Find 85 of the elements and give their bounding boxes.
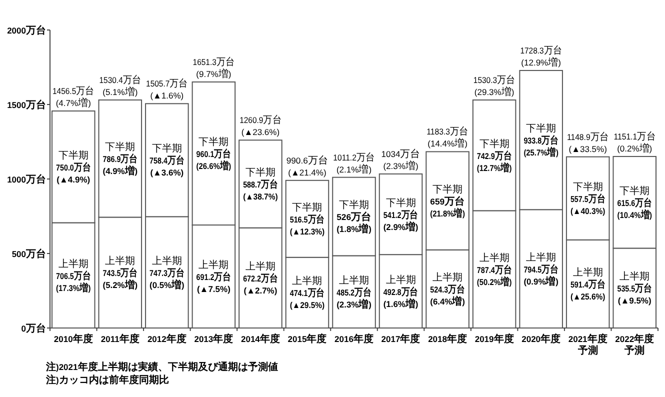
total-label: 1505.7万台 (▲1.6%) bbox=[146, 78, 190, 101]
x-tick-label: 2016年度 bbox=[334, 333, 374, 345]
data-label: 557.5万台 (▲40.3%) bbox=[570, 192, 609, 216]
text: 上半期 bbox=[198, 260, 229, 272]
x-tick-label: 2012年度 bbox=[147, 333, 186, 345]
text: 下半期 bbox=[245, 167, 276, 178]
data-label: 535.5万台 (▲9.5%) bbox=[617, 282, 656, 306]
total-label: 1034万台 (2.3%増) bbox=[381, 148, 420, 172]
data-label: 672.2万台 (▲2.7%) bbox=[243, 272, 281, 296]
y-tick-label: 1500万台 bbox=[7, 99, 46, 111]
data-label: 659万台 (21.8%増) bbox=[430, 195, 466, 220]
x-tick-label: 2014年度 bbox=[241, 333, 280, 345]
data-label: 794.5万台 (0.9%増) bbox=[524, 263, 562, 288]
data-label: 691.2万台 (▲7.5%) bbox=[196, 271, 234, 294]
text: 上半期 bbox=[526, 252, 556, 264]
text: 下半期 bbox=[432, 184, 463, 196]
data-label: 786.9万台 (4.9%増) bbox=[102, 153, 141, 178]
x-tick-label: 2010年度 bbox=[54, 333, 93, 345]
text: 下半期 bbox=[479, 138, 510, 150]
total-label: 1530.3万台 (29.3%増) bbox=[473, 74, 518, 98]
y-tick-label: 1000万台 bbox=[7, 174, 46, 186]
text: 上半期 bbox=[386, 274, 416, 286]
series-label: 上半期 bbox=[152, 254, 182, 267]
text: 上半期 bbox=[432, 272, 463, 284]
text: 下半期 bbox=[105, 142, 136, 154]
total-label: 1011.2万台 (2.1%増) bbox=[333, 151, 376, 176]
total-label: 1260.9万台 (▲23.6%) bbox=[240, 114, 284, 138]
x-tick-label: 2015年度 bbox=[288, 333, 327, 345]
x-tick-label: 2021年度予測 bbox=[568, 333, 608, 356]
text: 下半期 bbox=[572, 182, 603, 193]
text: 下半期 bbox=[620, 186, 650, 197]
y-tick-label: 500万台 bbox=[12, 248, 46, 260]
data-label: 516.5万台 (▲12.3%) bbox=[290, 213, 328, 236]
data-label: 706.5万台 (17.3%増) bbox=[56, 270, 94, 294]
data-label: 526万台 (1.8%増) bbox=[336, 211, 372, 236]
y-tick-label: 0万台 bbox=[21, 322, 46, 334]
data-label: 615.6万台 (10.4%増) bbox=[617, 196, 656, 221]
x-tick-label: 2018年度 bbox=[428, 333, 467, 345]
text: 上半期 bbox=[292, 276, 322, 288]
total-label: 1651.3万台 (9.7%増) bbox=[192, 56, 236, 80]
data-label: 742.9万台 (12.7%増) bbox=[476, 150, 515, 174]
x-tick-label: 2013年度 bbox=[194, 333, 234, 345]
total-label: 1148.9万台 (▲33.5%) bbox=[566, 130, 610, 154]
data-label: 758.4万台 (▲3.6%) bbox=[150, 154, 188, 178]
total-label: 1151.1万台 (0.2%増) bbox=[614, 130, 658, 154]
text: 上半期 bbox=[339, 275, 369, 286]
data-label: 933.8万台 (25.7%増) bbox=[524, 134, 562, 159]
data-label: 492.8万台 (1.6%増) bbox=[383, 286, 422, 310]
series-label: 下半期 bbox=[152, 142, 182, 155]
x-tick-label: 2017年度 bbox=[381, 333, 420, 345]
total-label: 1530.4万台 (5.1%増) bbox=[99, 74, 143, 98]
data-label: 960.1万台 (26.6%増) bbox=[196, 148, 234, 172]
total-label: 1183.3万台 (14.4%増) bbox=[426, 126, 470, 150]
text: 注)2021年度上半期は実績、下半期及び通期は予測値 bbox=[45, 361, 278, 373]
data-label: 524.3万台 (6.4%増) bbox=[430, 283, 468, 308]
data-label: 591.4万台 (▲25.6%) bbox=[570, 278, 609, 302]
text: 下半期 bbox=[58, 150, 88, 162]
x-tick-label: 2011年度 bbox=[100, 333, 140, 345]
text: 下半期 bbox=[526, 124, 556, 135]
data-label: 743.5万台 (5.2%増) bbox=[102, 267, 141, 292]
text: 上半期 bbox=[479, 252, 510, 264]
data-label: 787.4万台 (50.2%増) bbox=[476, 264, 515, 288]
data-label: 474.1万台 (▲29.5%) bbox=[290, 287, 328, 310]
x-tick-label: 2022年度予測 bbox=[615, 333, 654, 356]
text: 上半期 bbox=[620, 272, 650, 283]
text: 下半期 bbox=[339, 200, 369, 212]
total-label: 990.6万台 (▲21.4%) bbox=[286, 154, 328, 178]
data-label: 588.7万台 (▲38.7%) bbox=[243, 178, 282, 202]
text: 下半期 bbox=[198, 136, 229, 148]
text: 下半期 bbox=[386, 198, 416, 209]
data-label: 747.3万台 (0.5%増) bbox=[150, 266, 188, 291]
text: 上半期 bbox=[572, 267, 603, 278]
total-label: 1728.3万台 (12.9%増) bbox=[520, 44, 564, 68]
data-label: 485.2万台 (2.3%増) bbox=[336, 286, 375, 310]
x-tick-label: 2020年度 bbox=[522, 333, 561, 345]
text: 注)カッコ内は前年度同期比 bbox=[45, 374, 169, 386]
data-label: 750.0万台 (▲4.9%) bbox=[56, 161, 94, 184]
y-tick-label: 2000万台 bbox=[7, 24, 46, 36]
total-label: 1456.5万台 (4.7%増) bbox=[52, 84, 96, 109]
x-tick-label: 2019年度 bbox=[474, 333, 514, 345]
text: 下半期 bbox=[292, 202, 322, 214]
text: 上半期 bbox=[245, 261, 276, 272]
text: 上半期 bbox=[58, 258, 88, 270]
data-label: 541.2万台 (2.9%増) bbox=[383, 208, 422, 233]
text: 上半期 bbox=[105, 256, 136, 268]
